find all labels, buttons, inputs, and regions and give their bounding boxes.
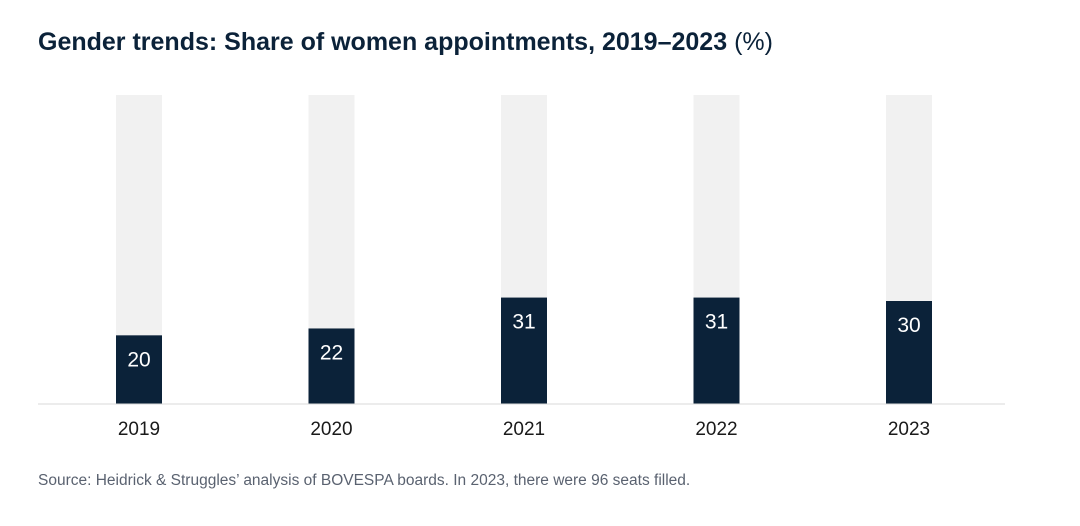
x-tick-label-2021: 2021 xyxy=(503,419,545,440)
chart-title-unit: (%) xyxy=(734,28,773,56)
value-label-2019: 20 xyxy=(127,348,150,371)
x-tick-labels: 2019 2020 2021 2022 2023 xyxy=(118,419,930,440)
chart-title-main: Gender trends: Share of women appointmen… xyxy=(38,28,728,56)
value-label-2021: 31 xyxy=(512,311,535,334)
bar-2020 xyxy=(308,328,355,404)
x-tick-label-2019: 2019 xyxy=(118,419,160,440)
bars xyxy=(116,297,932,404)
x-tick-label-2022: 2022 xyxy=(695,419,737,440)
value-labels: 20 22 31 31 30 xyxy=(127,311,920,372)
value-label-2023: 30 xyxy=(897,314,920,337)
bar-2022 xyxy=(693,297,740,404)
x-tick-label-2023: 2023 xyxy=(888,419,930,440)
value-label-2020: 22 xyxy=(320,341,343,364)
bar-2023 xyxy=(886,301,932,404)
value-label-2022: 31 xyxy=(705,311,728,334)
source-note: Source: Heidrick & Struggles’ analysis o… xyxy=(38,472,691,489)
bar-2019 xyxy=(116,335,162,404)
chart-title: Gender trends: Share of women appointmen… xyxy=(38,28,773,57)
bar-2021 xyxy=(501,297,547,404)
x-tick-label-2020: 2020 xyxy=(310,419,352,440)
